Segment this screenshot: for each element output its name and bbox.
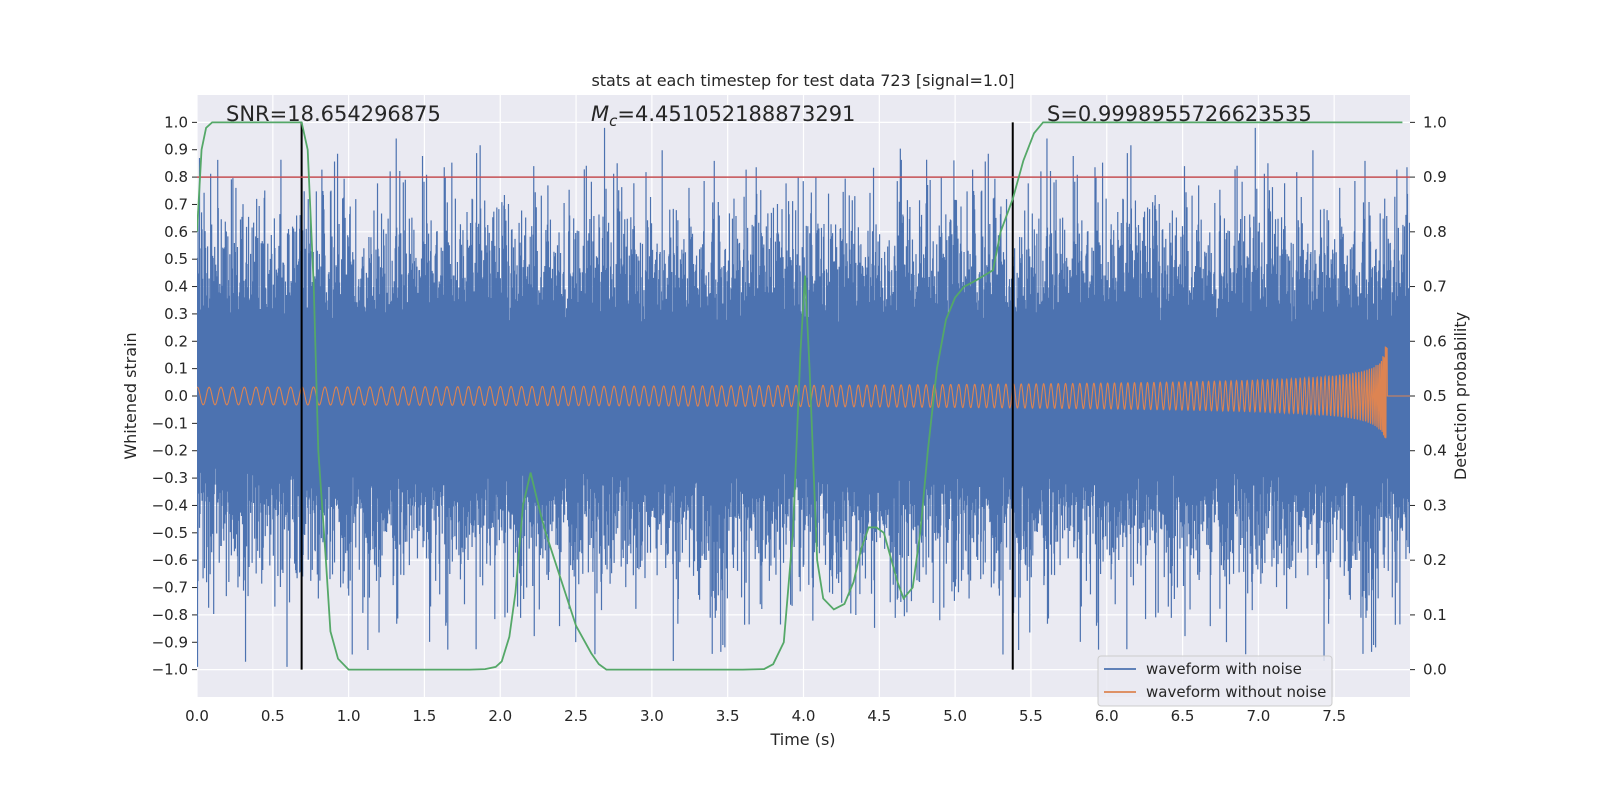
chirp-mass-symbol: M <box>591 102 609 126</box>
x-tick-label: 2.5 <box>564 707 588 725</box>
s-annotation: S=0.9998955726623535 <box>1047 102 1312 126</box>
legend-noise-label: waveform with noise <box>1146 660 1302 678</box>
y-tick-label: 0.7 <box>164 195 188 213</box>
x-tick-label: 0.5 <box>261 707 285 725</box>
y2-tick-label: 0.2 <box>1423 551 1447 569</box>
y-tick-label: 0.5 <box>164 250 188 268</box>
y-tick-label: −1.0 <box>152 661 188 679</box>
y2-tick-label: 0.3 <box>1423 496 1447 514</box>
legend-box <box>1097 655 1333 707</box>
y2-tick-label: 0.1 <box>1423 606 1447 624</box>
x-tick-label: 6.5 <box>1171 707 1195 725</box>
y-tick-label: 0.6 <box>164 223 188 241</box>
y2-tick-label: 0.0 <box>1423 661 1447 679</box>
y2-tick-label: 0.8 <box>1423 223 1447 241</box>
legend: waveform with noise waveform without noi… <box>1097 655 1333 707</box>
chirp-mass-value: =4.451052188873291 <box>617 102 855 126</box>
y2-tick-label: 0.7 <box>1423 278 1447 296</box>
y-tick-label: −0.9 <box>152 633 188 651</box>
y-tick-label: 0.4 <box>164 278 188 296</box>
detection-probability-series <box>197 121 1403 671</box>
x-tick-label: 1.0 <box>337 707 361 725</box>
y-tick-label: −0.5 <box>152 524 188 542</box>
y2-tick-label: 0.5 <box>1423 387 1447 405</box>
x-axis-ticks: 0.0 0.5 1.0 1.5 2.0 2.5 3.0 3.5 4.0 4.5 5.0 5.5 6.0 6… <box>185 707 1346 725</box>
y-tick-label: −0.6 <box>152 551 188 569</box>
y-axis-ticks: 1.0 0.9 0.8 0.7 0.6 0.5 0.4 0.3 0.2 0.1 0.0 −0.1 −0.… <box>152 113 197 679</box>
x-axis-label: Time (s) <box>769 730 835 749</box>
chirp-mass-subscript: c <box>609 112 618 130</box>
y-tick-label: 0.2 <box>164 332 188 350</box>
y2-tick-label: 0.6 <box>1423 332 1447 350</box>
x-tick-label: 0.0 <box>185 707 209 725</box>
x-tick-label: 2.0 <box>488 707 512 725</box>
y-tick-label: 0.0 <box>164 387 188 405</box>
y-tick-label: 0.9 <box>164 141 188 159</box>
legend-clean-label: waveform without noise <box>1146 683 1326 701</box>
x-tick-label: 1.5 <box>413 707 437 725</box>
series-layer <box>197 121 1410 671</box>
y-tick-label: 0.8 <box>164 168 188 186</box>
x-tick-label: 3.5 <box>716 707 740 725</box>
y-tick-label: 0.3 <box>164 305 188 323</box>
x-tick-label: 5.0 <box>943 707 967 725</box>
x-tick-label: 4.0 <box>792 707 816 725</box>
y2-axis-ticks: 1.0 0.9 0.8 0.7 0.6 0.5 0.4 0.3 0.2 0.1 0.0 <box>1410 113 1447 679</box>
x-tick-label: 7.5 <box>1322 707 1346 725</box>
x-tick-label: 6.0 <box>1095 707 1119 725</box>
y2-tick-label: 0.9 <box>1423 168 1447 186</box>
chirp-mass-annotation: Mc=4.451052188873291 <box>591 102 855 130</box>
y-tick-label: −0.7 <box>152 579 188 597</box>
x-tick-label: 7.0 <box>1246 707 1270 725</box>
chart-title: stats at each timestep for test data 723… <box>591 71 1014 90</box>
snr-annotation: SNR=18.654296875 <box>226 102 441 126</box>
y-axis-label: Whitened strain <box>121 332 140 459</box>
y-tick-label: −0.1 <box>152 414 188 432</box>
waveform-with-noise-series <box>197 127 1410 667</box>
y-tick-label: 0.1 <box>164 360 188 378</box>
y2-axis-label: Detection probability <box>1451 312 1470 480</box>
y-tick-label: −0.4 <box>152 496 188 514</box>
y-tick-label: −0.2 <box>152 442 188 460</box>
y-tick-label: −0.8 <box>152 606 188 624</box>
waveform-without-noise-series <box>197 346 1410 439</box>
y-tick-label: −0.3 <box>152 469 188 487</box>
y-tick-label: 1.0 <box>164 113 188 131</box>
x-tick-label: 4.5 <box>867 707 891 725</box>
x-tick-label: 5.5 <box>1019 707 1043 725</box>
x-tick-label: 3.0 <box>640 707 664 725</box>
y2-tick-label: 1.0 <box>1423 113 1447 131</box>
y2-tick-label: 0.4 <box>1423 442 1447 460</box>
